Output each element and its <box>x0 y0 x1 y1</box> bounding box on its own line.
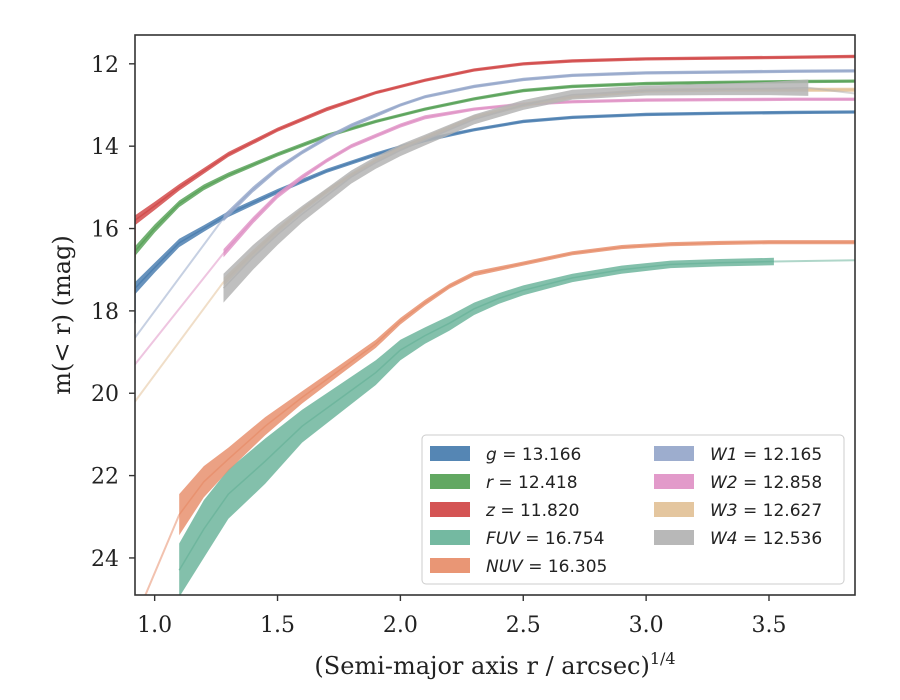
x-tick-label: 3.0 <box>629 613 664 638</box>
x-axis-label-exponent: 1/4 <box>650 649 676 668</box>
legend-item: g = 13.166 <box>430 445 581 465</box>
legend-box <box>421 434 845 585</box>
legend-item: W2 = 12.858 <box>654 473 822 493</box>
series-nuv-extrapolation <box>144 514 181 595</box>
plot-frame <box>134 34 856 596</box>
series-w2 <box>135 97 855 366</box>
series-nuv <box>144 240 855 595</box>
x-tick-label: 1.5 <box>260 613 295 638</box>
y-tick-label: 18 <box>91 300 119 325</box>
series-w1-line <box>222 70 855 219</box>
series-w3 <box>135 87 855 403</box>
series-fuv-band <box>179 257 774 595</box>
legend-label: W1 = 12.165 <box>710 445 822 465</box>
y-axis: 12 14 16 18 20 22 24 <box>91 53 135 572</box>
legend-item: W1 = 12.165 <box>654 445 822 465</box>
legend-swatch <box>654 502 694 517</box>
y-tick-label: 16 <box>91 218 119 243</box>
legend-swatch <box>430 530 470 545</box>
series-w2-line <box>222 98 855 254</box>
legend-item: r = 12.418 <box>430 473 578 493</box>
series-w1-extrapolation <box>135 217 225 339</box>
y-tick-label: 24 <box>91 547 119 572</box>
series-fuv-line <box>178 260 774 571</box>
series-nuv-line <box>178 241 855 516</box>
x-tick-label: 1.0 <box>137 613 172 638</box>
x-tick-label: 2.5 <box>506 613 541 638</box>
series-w1 <box>135 69 855 339</box>
legend: g = 13.166 r = 12.418 z = 11.820 FUV = 16.7… <box>421 434 845 585</box>
series-g <box>135 110 855 324</box>
legend-label: g = 13.166 <box>486 445 581 465</box>
series-w4-band <box>223 79 809 303</box>
series-w4 <box>222 79 855 303</box>
series-w4-line <box>222 86 809 289</box>
legend-label: W2 = 12.858 <box>710 473 822 493</box>
x-axis-label: (Semi-major axis r / arcsec)1/4 <box>314 649 675 680</box>
legend-label: NUV = 16.305 <box>486 557 607 577</box>
y-tick-label: 22 <box>91 465 119 490</box>
series-w4-extrapolation <box>808 86 855 95</box>
legend-swatch <box>430 558 470 573</box>
series-w3-extrapolation <box>135 281 225 403</box>
legend-swatch <box>654 446 694 461</box>
x-axis: 1.0 1.5 2.0 2.5 3.0 3.5 <box>137 595 786 638</box>
legend-swatch <box>430 446 470 461</box>
legend-swatch <box>654 474 694 489</box>
legend-label: W4 = 12.536 <box>710 529 822 549</box>
legend-swatch <box>430 474 470 489</box>
series-fuv <box>178 257 855 595</box>
y-tick-label: 14 <box>91 135 119 160</box>
series-r-line <box>135 80 855 252</box>
series-w2-extrapolation <box>135 252 225 366</box>
series-layer <box>135 54 855 595</box>
y-tick-label: 20 <box>91 382 119 407</box>
series-z <box>135 54 855 258</box>
legend-item: FUV = 16.754 <box>430 529 604 549</box>
legend-label: FUV = 16.754 <box>486 529 604 549</box>
legend-swatch <box>654 530 694 545</box>
x-tick-label: 3.5 <box>751 613 786 638</box>
series-fuv-extrapolation <box>773 259 855 263</box>
legend-item: W3 = 12.627 <box>654 501 822 521</box>
series-z-line <box>135 55 855 221</box>
legend-item: W4 = 12.536 <box>654 529 822 549</box>
x-axis-label-text: (Semi-major axis r / arcsec) <box>314 652 649 680</box>
legend-swatch <box>430 502 470 517</box>
series-r <box>135 79 855 287</box>
x-tick-label: 2.0 <box>383 613 418 638</box>
legend-label: z = 11.820 <box>485 501 579 521</box>
legend-label: r = 12.418 <box>486 473 578 493</box>
legend-label: W3 = 12.627 <box>710 501 822 521</box>
y-axis-label: m(< r) (mag) <box>48 235 76 394</box>
legend-item: z = 11.820 <box>430 501 579 521</box>
legend-item: NUV = 16.305 <box>430 557 607 577</box>
y-tick-label: 12 <box>91 53 119 78</box>
series-w3-band <box>223 87 855 287</box>
